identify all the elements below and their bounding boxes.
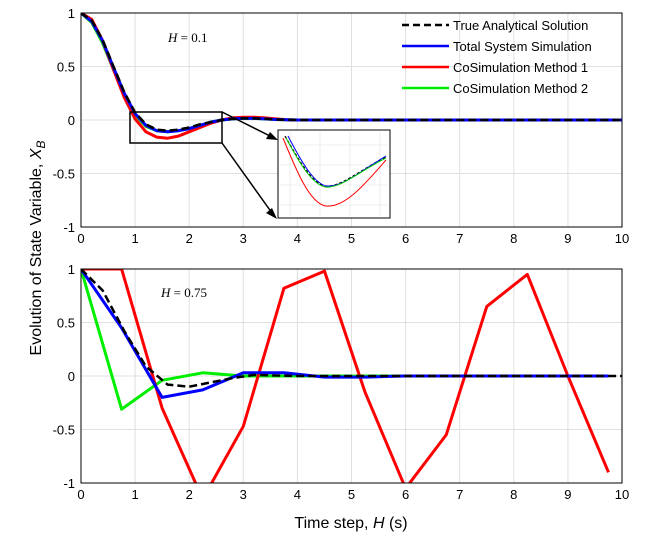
zoom-arrow-top	[221, 111, 271, 137]
bottom-xtick-label: 3	[240, 487, 247, 502]
top-ticks: 0 1 2 3 4 5 6 7 8 9 10 1 0.5 0 -0.5 -1	[53, 6, 630, 246]
top-plot-frame	[80, 12, 623, 228]
bottom-ytick-label: -0.5	[53, 423, 75, 438]
top-annotation: H = 0.1	[167, 30, 207, 45]
bottom-xtick-label: 1	[131, 487, 138, 502]
x-axis-label-var: H	[373, 515, 385, 532]
y-axis-label: Evolution of State Variable, XB	[28, 141, 48, 356]
y-axis-label-sub: B	[34, 141, 48, 149]
bottom-series-true-analytical-solution	[81, 269, 622, 388]
top-ytick-label: -0.5	[53, 167, 75, 182]
bottom-xtick-label: 0	[77, 487, 84, 502]
bottom-ticks: 0 1 2 3 4 5 6 7 8 9 10 1 0.5 0 -0.5 -1	[53, 262, 630, 502]
y-axis-label-prefix: Evolution of State Variable,	[28, 159, 45, 355]
bottom-xtick-label: 6	[402, 487, 409, 502]
x-axis-label-prefix: Time step,	[294, 515, 373, 532]
legend: True Analytical Solution Total System Si…	[402, 18, 592, 96]
top-xtick-label: 4	[294, 231, 301, 246]
bottom-xtick-label: 8	[510, 487, 517, 502]
bottom-ytick-label: 0.5	[57, 316, 75, 331]
x-axis-label-suffix: (s)	[385, 515, 408, 532]
inset-curve-total	[287, 135, 387, 187]
bottom-xtick-label: 5	[348, 487, 355, 502]
bottom-xtick-label: 4	[294, 487, 301, 502]
bottom-xtick-label: 2	[186, 487, 193, 502]
top-xtick-label: 2	[186, 231, 193, 246]
bottom-series	[81, 269, 622, 483]
inset-panel	[277, 129, 391, 219]
inset-curve-cosim1	[282, 137, 387, 207]
top-xtick-label: 7	[456, 231, 463, 246]
bottom-xtick-label: 9	[564, 487, 571, 502]
zoom-arrowhead-bottom	[266, 208, 277, 219]
top-ytick-label: 0.5	[57, 60, 75, 75]
top-panel: 0 1 2 3 4 5 6 7 8 9 10 1 0.5 0 -0.5 -1 H = 0.1 True Ana…	[53, 6, 630, 246]
legend-label-true: True Analytical Solution	[453, 18, 588, 33]
top-xtick-label: 5	[348, 231, 355, 246]
y-axis-label-var: X	[28, 147, 45, 160]
top-xtick-label: 8	[510, 231, 517, 246]
x-axis-label: Time step, H (s)	[294, 515, 407, 532]
legend-label-cosim2: CoSimulation Method 2	[453, 81, 588, 96]
bottom-annotation-var: H	[160, 285, 171, 300]
zoom-box	[129, 111, 223, 144]
bottom-annotation: H = 0.75	[160, 285, 207, 300]
bottom-series-cosimulation-method-1	[81, 269, 610, 483]
top-xtick-label: 3	[240, 231, 247, 246]
top-ytick-label: -1	[63, 220, 75, 235]
top-xtick-label: 6	[402, 231, 409, 246]
zoom-arrow-bottom	[221, 142, 273, 214]
bottom-ytick-label: 1	[68, 262, 75, 277]
top-ytick-label: 0	[68, 113, 75, 128]
top-series	[81, 13, 622, 140]
legend-label-cosim1: CoSimulation Method 1	[453, 60, 588, 75]
top-xtick-label: 0	[77, 231, 84, 246]
top-xtick-label: 9	[564, 231, 571, 246]
zoom-inset	[129, 111, 391, 219]
legend-label-total: Total System Simulation	[453, 39, 592, 54]
top-xtick-label: 1	[131, 231, 138, 246]
top-annotation-var: H	[167, 30, 178, 45]
bottom-ytick-label: -1	[63, 476, 75, 491]
zoom-arrowhead-top	[266, 132, 278, 140]
bottom-plot-frame	[80, 268, 623, 484]
top-xtick-label: 10	[615, 231, 629, 246]
bottom-ytick-label: 0	[68, 369, 75, 384]
bottom-annotation-eq: = 0.75	[170, 285, 207, 300]
top-annotation-eq: = 0.1	[177, 30, 207, 45]
top-series-true-analytical-solution	[81, 13, 622, 132]
inset-curve-cosim2	[285, 137, 387, 188]
bottom-panel: 0 1 2 3 4 5 6 7 8 9 10 1 0.5 0 -0.5 -1 H = 0.75	[53, 262, 630, 502]
top-ytick-label: 1	[68, 6, 75, 21]
bottom-xtick-label: 7	[456, 487, 463, 502]
bottom-xtick-label: 10	[615, 487, 629, 502]
